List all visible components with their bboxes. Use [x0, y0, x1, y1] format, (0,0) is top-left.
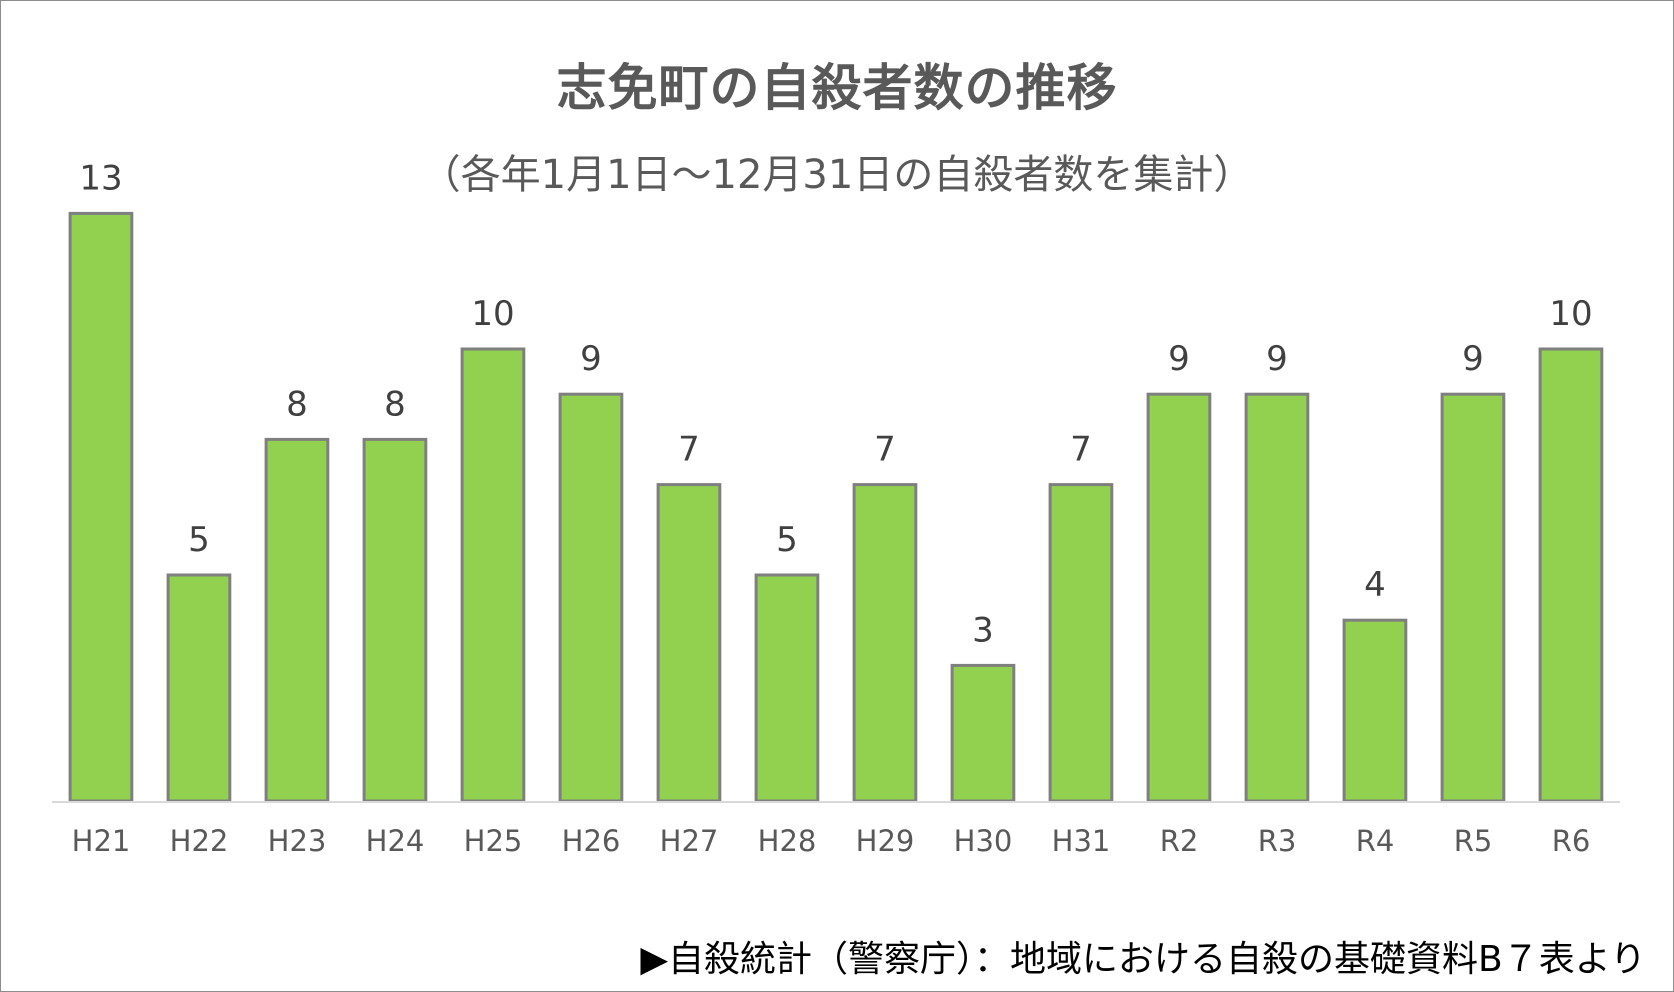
x-tick-label-R3: R3: [1258, 824, 1297, 858]
bar-H31: [1048, 483, 1114, 803]
bar-H27: [656, 483, 722, 803]
x-tick-label-H25: H25: [464, 824, 523, 858]
data-label-R6: 10: [1549, 294, 1592, 334]
data-label-R5: 9: [1462, 339, 1484, 379]
data-label-H30: 3: [972, 610, 994, 650]
bar-R3: [1244, 392, 1310, 803]
bar-H21: [68, 211, 134, 803]
data-label-H25: 10: [471, 294, 514, 334]
data-labels-layer: 13 5 8 8 10 9 7 5 7 3 7 9 9 4 9 10: [79, 158, 1592, 650]
data-label-R2: 9: [1168, 339, 1190, 379]
data-label-R4: 4: [1364, 565, 1386, 605]
x-tick-label-H31: H31: [1052, 824, 1111, 858]
x-tick-label-H26: H26: [562, 824, 621, 858]
bar-H28: [754, 573, 820, 803]
data-label-H22: 5: [188, 520, 210, 560]
data-label-H29: 7: [874, 430, 896, 470]
x-tick-label-R4: R4: [1356, 824, 1395, 858]
x-tick-label-R6: R6: [1552, 824, 1591, 858]
data-label-H23: 8: [286, 384, 308, 424]
bar-H29: [852, 483, 918, 803]
x-tick-label-H27: H27: [660, 824, 719, 858]
data-label-H28: 5: [776, 520, 798, 560]
x-tick-label-H29: H29: [856, 824, 915, 858]
bar-H22: [166, 573, 232, 803]
data-label-H24: 8: [384, 384, 406, 424]
bar-H30: [950, 663, 1016, 803]
bar-R2: [1146, 392, 1212, 803]
data-label-R3: 9: [1266, 339, 1288, 379]
bars-layer: [68, 211, 1604, 803]
x-tick-label-H22: H22: [170, 824, 229, 858]
chart-title: 志免町の自殺者数の推移: [556, 59, 1118, 117]
bar-R4: [1342, 618, 1408, 803]
data-label-H31: 7: [1070, 430, 1092, 470]
x-tick-label-H30: H30: [954, 824, 1013, 858]
data-label-H27: 7: [678, 430, 700, 470]
bar-H24: [362, 437, 428, 803]
bar-H26: [558, 392, 624, 803]
source-note: ▶自殺統計（警察庁）：地域における自殺の基礎資料B７表より: [640, 939, 1646, 980]
bar-R6: [1538, 347, 1604, 803]
bar-R5: [1440, 392, 1506, 803]
x-tick-label-H21: H21: [72, 824, 131, 858]
x-tick-label-H23: H23: [268, 824, 327, 858]
x-tick-label-H24: H24: [366, 824, 425, 858]
x-tick-label-R2: R2: [1160, 824, 1199, 858]
data-label-H21: 13: [79, 158, 122, 198]
x-tick-label-R5: R5: [1454, 824, 1493, 858]
chart-subtitle: （各年1月1日～12月31日の自殺者数を集計）: [420, 152, 1254, 198]
x-tick-label-H28: H28: [758, 824, 817, 858]
data-label-H26: 9: [580, 339, 602, 379]
x-tick-labels-layer: H21 H22 H23 H24 H25 H26 H27 H28 H29 H30 H31 R2 R3 R4 R…: [72, 824, 1591, 858]
bar-H25: [460, 347, 526, 803]
bar-H23: [264, 437, 330, 803]
